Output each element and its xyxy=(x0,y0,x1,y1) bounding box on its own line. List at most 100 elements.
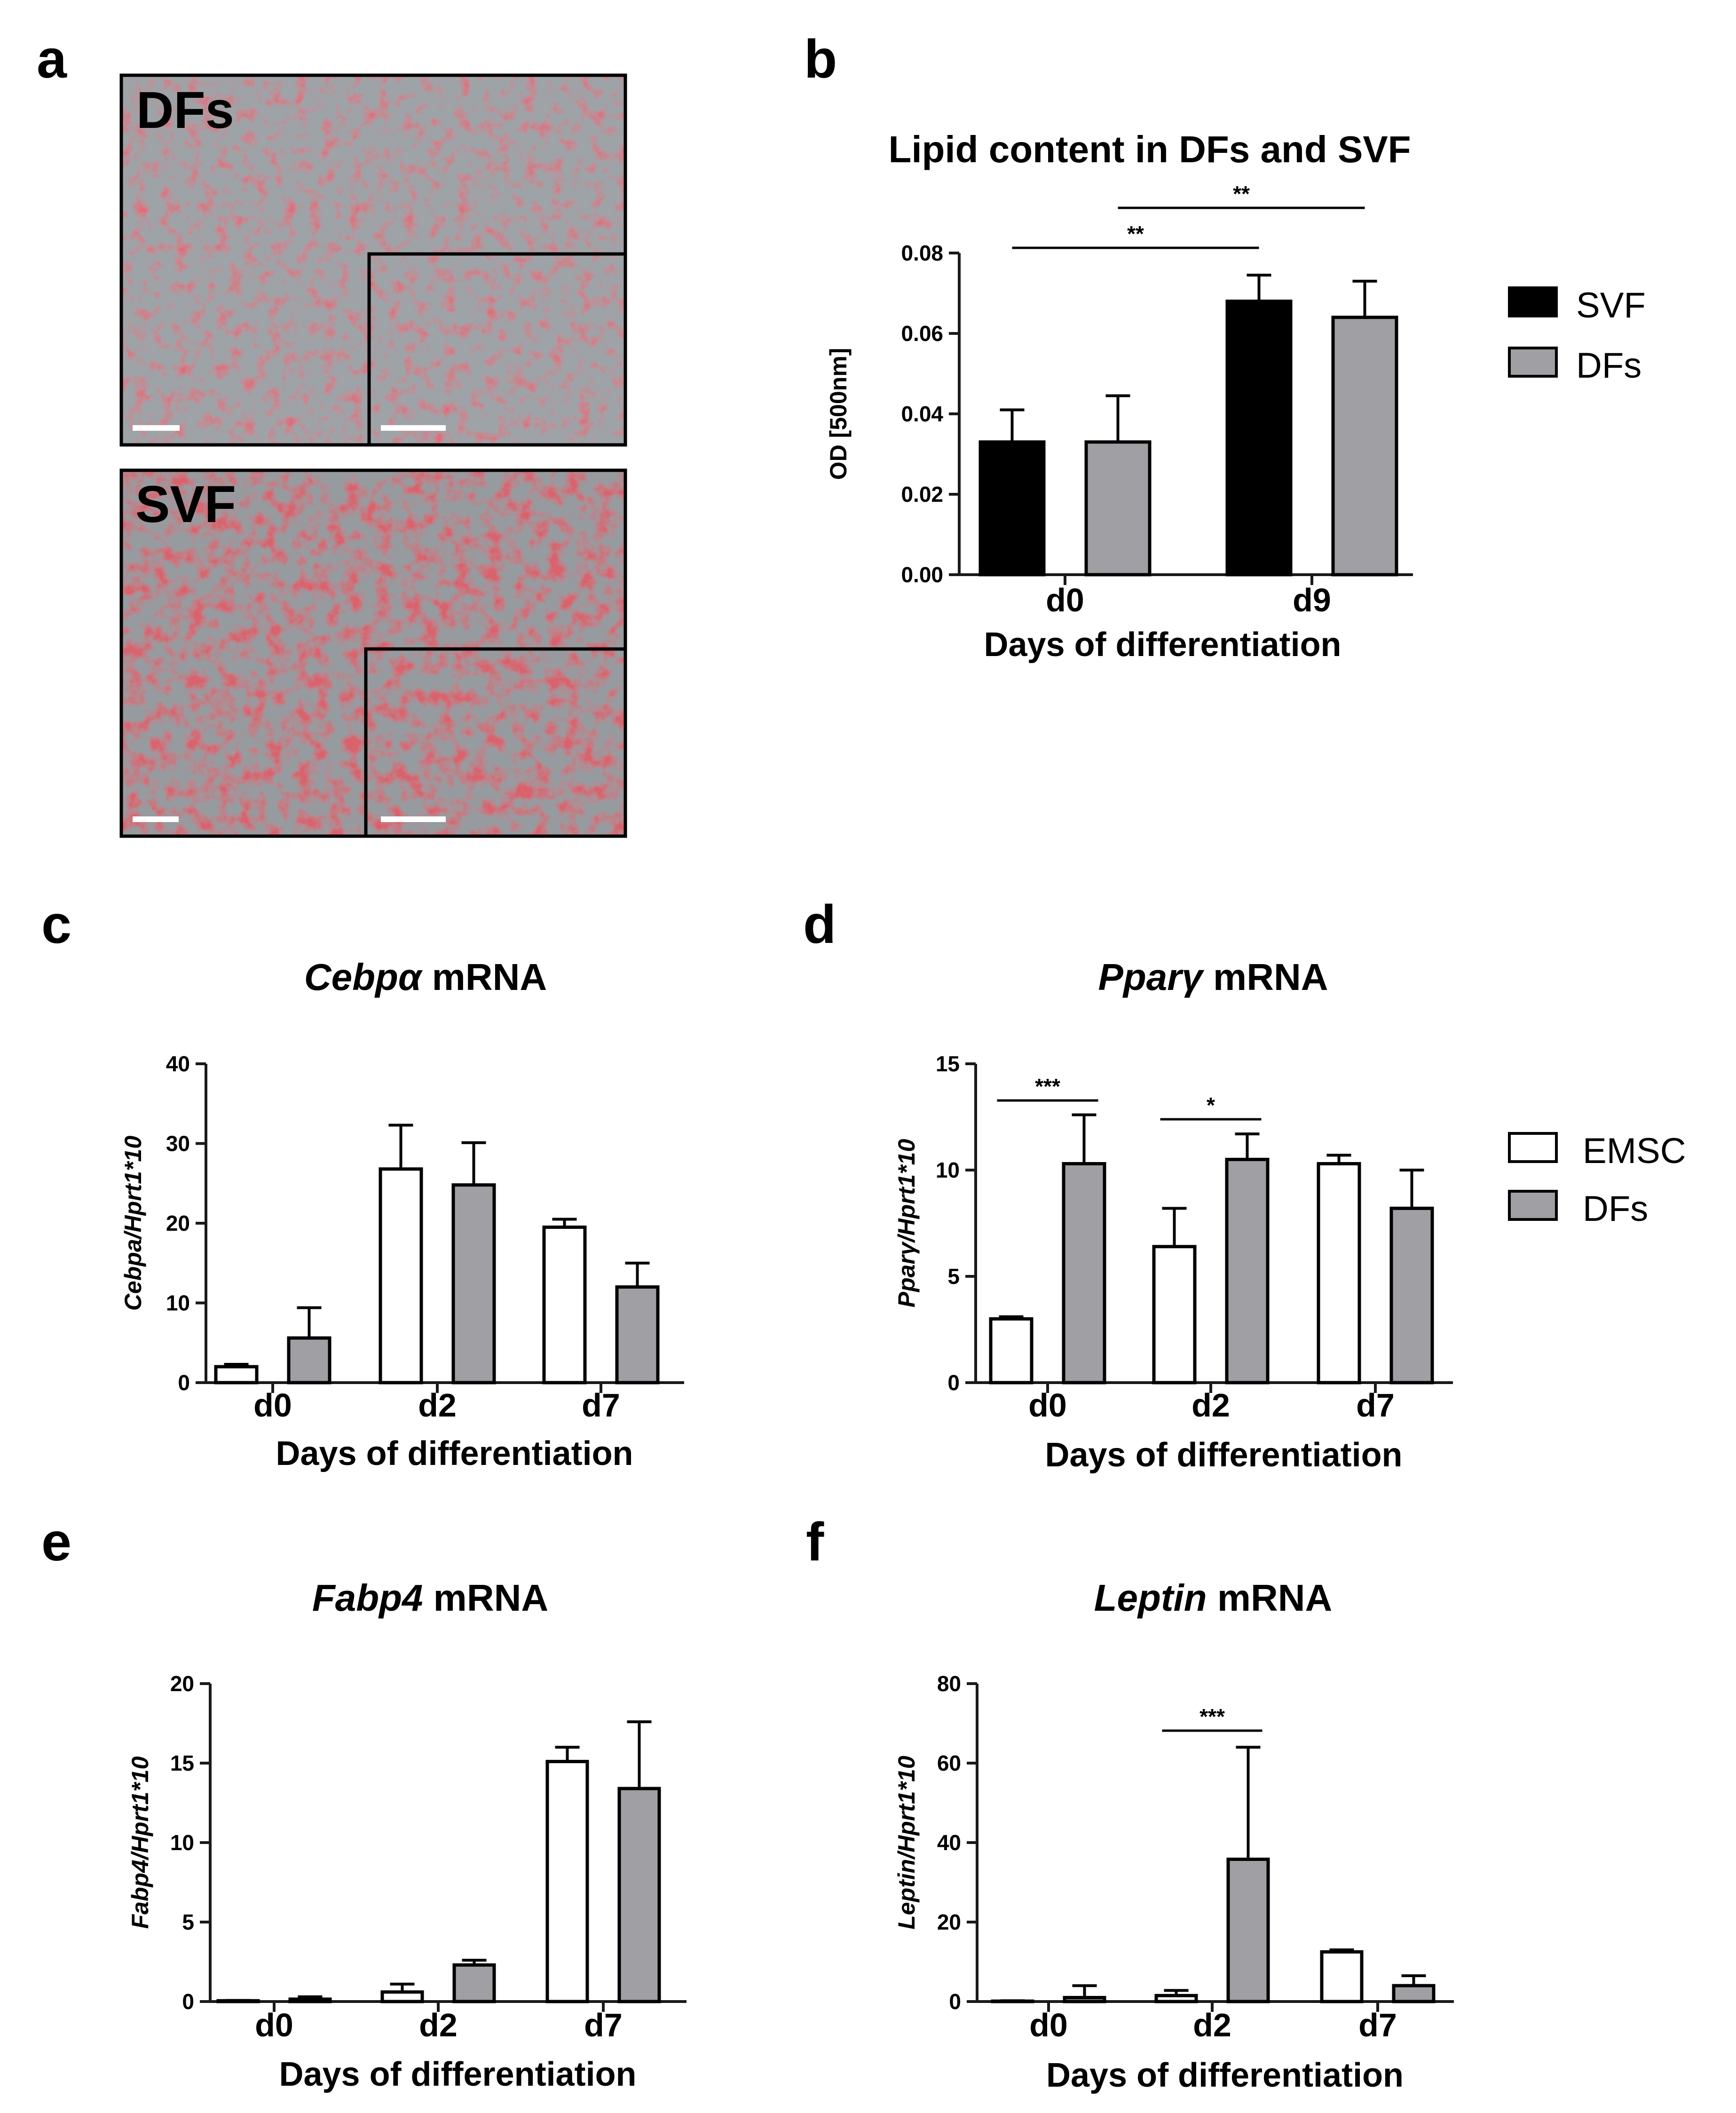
bar-emsc-d0 xyxy=(989,1317,1034,1385)
micrograph-svf: SVF xyxy=(119,468,627,838)
legend-swatch-emsc xyxy=(1508,1132,1558,1163)
y-tick-label: 10 xyxy=(166,1291,190,1315)
y-tick-label: 20 xyxy=(166,1211,190,1235)
y-axis-label: Cebpa/Hprt1*10 xyxy=(120,1136,146,1311)
bar-dfs-d9 xyxy=(1331,316,1398,577)
y-tick-label: 0.08 xyxy=(901,241,943,265)
significance-label: ** xyxy=(1233,182,1250,206)
x-tick-label: d0 xyxy=(253,1387,292,1424)
bar-emsc-d0 xyxy=(214,1365,259,1385)
chart-title: Fabp4 mRNA xyxy=(312,1577,548,1619)
bar-dfs-d0 xyxy=(1084,440,1152,577)
bar-emsc-d2 xyxy=(379,1167,423,1385)
panel-letter-d: d xyxy=(803,894,836,955)
y-tick-label: 0.06 xyxy=(901,321,943,346)
legend-swatch-svf xyxy=(1508,286,1558,317)
bar-emsc-d7 xyxy=(1317,1162,1361,1385)
x-tick-label: d0 xyxy=(255,2007,293,2043)
chart-title: Pparγ mRNA xyxy=(1098,956,1328,998)
bar-dfs-d7 xyxy=(1389,1206,1434,1385)
significance-label: * xyxy=(1207,1093,1215,1117)
y-tick-label: 10 xyxy=(936,1158,960,1182)
y-tick-label: 40 xyxy=(937,1830,961,1855)
y-tick-label: 0.02 xyxy=(901,482,943,506)
bar-emsc-d7 xyxy=(1320,1950,1364,2003)
y-tick-label: 0 xyxy=(947,1370,960,1395)
x-axis-label: Days of differentiation xyxy=(279,2056,636,2093)
bar-dfs-d2 xyxy=(1226,1857,1270,2003)
y-tick-label: 10 xyxy=(170,1830,194,1855)
legend-label-svf: SVF xyxy=(1576,285,1646,325)
micrograph-label-svf: SVF xyxy=(135,475,236,533)
y-tick-label: 20 xyxy=(937,1910,961,1934)
y-tick-label: 0 xyxy=(182,1989,194,2014)
chart-e: Fabp4 mRNA 0 5 10 15 20 Fabp4/Hprt1*10 d0 d2 d7 Da… xyxy=(127,1577,687,2093)
bar-dfs-d7 xyxy=(617,1787,661,2003)
inset-frame xyxy=(367,252,627,447)
chart-title: Cebpα mRNA xyxy=(304,956,547,998)
y-tick-label: 5 xyxy=(947,1264,960,1289)
bar-dfs-d0 xyxy=(1062,1162,1106,1385)
x-tick-label: d7 xyxy=(584,2007,623,2043)
significance-label: *** xyxy=(1035,1074,1060,1099)
bar-dfs-d7 xyxy=(615,1285,660,1385)
bar-dfs-d0 xyxy=(288,1997,332,2003)
panel-letter-c: c xyxy=(41,894,71,955)
y-tick-label: 0 xyxy=(178,1370,190,1395)
chart-c: Cebpα mRNA 0 10 20 30 40 Cebpa/Hprt1*10 d0 d2 d7 D… xyxy=(120,956,684,1472)
bar-dfs-d2 xyxy=(1225,1157,1270,1385)
x-tick-label: d2 xyxy=(1192,1387,1230,1424)
x-axis-label: Days of differentiation xyxy=(1045,1436,1402,1474)
legend-label-dfs: DFs xyxy=(1583,1189,1648,1229)
legend-label-emsc: EMSC xyxy=(1583,1131,1686,1171)
chart-title: Lipid content in DFs and SVF xyxy=(888,128,1411,170)
bar-dfs-d2 xyxy=(452,1963,496,2003)
significance-label: ** xyxy=(1127,222,1144,246)
bar-emsc-d2 xyxy=(1154,1994,1198,2003)
x-tick-label: d0 xyxy=(1029,2007,1068,2043)
y-tick-label: 15 xyxy=(170,1751,194,1775)
y-tick-label: 15 xyxy=(936,1052,960,1076)
legend-b: SVF DFs xyxy=(1508,285,1646,386)
y-tick-label: 0.04 xyxy=(901,402,943,426)
y-axis-label: Pparγ/Hprt1*10 xyxy=(893,1139,920,1308)
y-tick-label: 30 xyxy=(166,1132,190,1156)
y-tick-label: 60 xyxy=(937,1751,961,1775)
y-tick-label: 40 xyxy=(166,1052,190,1076)
x-tick-label: d9 xyxy=(1293,582,1331,618)
bar-dfs-d7 xyxy=(1392,1984,1436,2003)
x-axis-label: Days of differentiation xyxy=(1046,2057,1404,2094)
x-tick-label: d7 xyxy=(582,1387,620,1424)
bar-svf-d0 xyxy=(978,440,1046,577)
bar-dfs-d0 xyxy=(287,1336,331,1385)
y-tick-label: 20 xyxy=(170,1671,194,1696)
x-tick-label: d2 xyxy=(419,2007,458,2043)
x-tick-label: d2 xyxy=(418,1387,457,1424)
bar-emsc-d2 xyxy=(380,1990,424,2003)
legend-swatch-dfs xyxy=(1508,347,1558,378)
micrograph-label-dfs: DFs xyxy=(136,81,234,139)
x-tick-label: d0 xyxy=(1028,1387,1067,1424)
x-tick-label: d7 xyxy=(1358,2007,1397,2043)
x-tick-label: d0 xyxy=(1046,582,1084,618)
x-axis-label: Days of differentiation xyxy=(276,1435,633,1472)
bar-svf-d9 xyxy=(1225,300,1293,577)
bar-dfs-d0 xyxy=(1063,1996,1106,2003)
y-axis-label: Leptin/Hprt1*10 xyxy=(893,1756,920,1930)
y-tick-label: 0.00 xyxy=(901,562,943,587)
panel-letter-e: e xyxy=(41,1512,71,1572)
y-axis-label: Fabp4/Hprt1*10 xyxy=(127,1756,153,1929)
chart-f: Leptin mRNA 0 20 40 60 80 Leptin/Hprt1*10 d0 d2 d… xyxy=(893,1577,1454,2094)
bar-emsc-d7 xyxy=(542,1225,587,1385)
bar-emsc-d7 xyxy=(545,1760,589,2003)
y-tick-label: 5 xyxy=(182,1910,194,1934)
bar-emsc-d2 xyxy=(1152,1245,1197,1385)
chart-title: Leptin mRNA xyxy=(1094,1577,1333,1619)
x-tick-label: d2 xyxy=(1193,2007,1231,2043)
bar-dfs-d2 xyxy=(451,1183,496,1385)
y-tick-label: 0 xyxy=(949,1989,961,2014)
chart-b: Lipid content in DFs and SVF 0.00 0.02 0.04… xyxy=(825,128,1413,664)
panel-letter-f: f xyxy=(806,1512,824,1572)
panel-letter-a: a xyxy=(37,29,67,89)
